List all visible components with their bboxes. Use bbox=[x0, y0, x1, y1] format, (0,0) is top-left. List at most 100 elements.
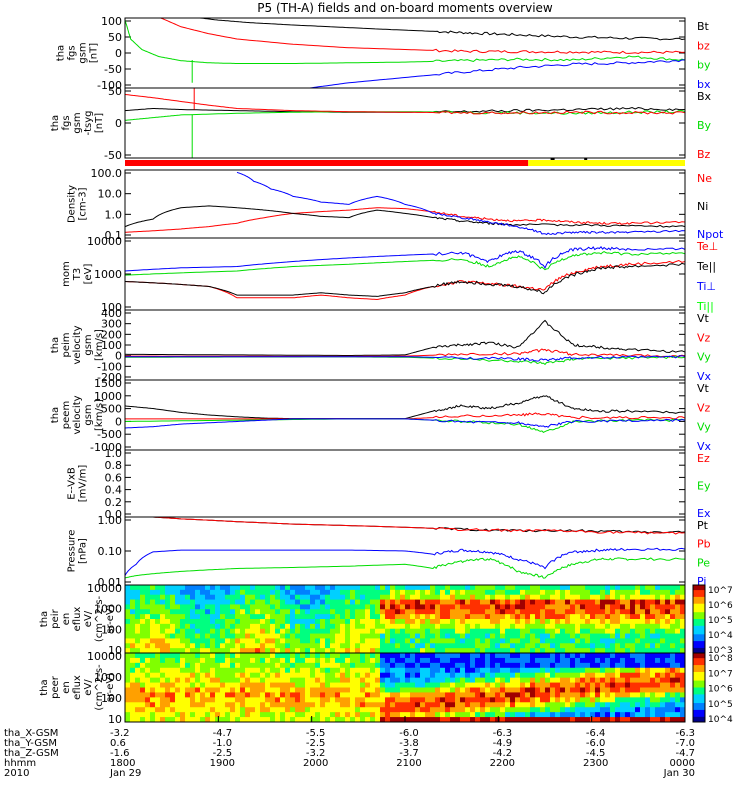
spectrogram-cell bbox=[290, 653, 296, 659]
spectrogram-cell bbox=[505, 692, 511, 698]
spectrogram-cell bbox=[410, 717, 416, 723]
spectrogram-cell bbox=[625, 604, 631, 610]
spectrogram-cell bbox=[560, 585, 566, 591]
spectrogram-cell bbox=[585, 707, 591, 713]
spectrogram-cell bbox=[420, 585, 426, 591]
spectrogram-cell bbox=[310, 697, 316, 703]
spectrogram-cell bbox=[285, 623, 291, 630]
spectrogram-cell bbox=[570, 667, 576, 674]
spectrogram-cell bbox=[535, 589, 541, 596]
spectrogram-cell bbox=[510, 609, 516, 615]
spectrogram-cell bbox=[565, 677, 571, 684]
spectrogram-cell bbox=[460, 692, 466, 698]
spectrogram-cell bbox=[340, 643, 346, 649]
spectrogram-cell bbox=[645, 589, 651, 596]
spectrogram-cell bbox=[635, 717, 641, 723]
spectrogram-cell bbox=[135, 682, 141, 688]
spectrogram-cell bbox=[265, 692, 271, 698]
spectrogram-cell bbox=[130, 585, 136, 591]
spectrogram-cell bbox=[420, 717, 426, 723]
spectrogram-cell bbox=[235, 667, 241, 674]
spectrogram-cell bbox=[280, 633, 286, 639]
spectrogram-cell bbox=[655, 697, 661, 703]
spectrogram-cell bbox=[125, 643, 131, 649]
spectrogram-cell bbox=[410, 692, 416, 698]
spectrogram-cell bbox=[190, 609, 196, 615]
spectrogram-cell bbox=[660, 604, 666, 610]
spectrogram-cell bbox=[275, 687, 281, 693]
spectrogram-cell bbox=[580, 594, 586, 601]
spectrogram-cell bbox=[570, 648, 576, 654]
spectrogram-cell bbox=[360, 657, 366, 664]
spectrogram-cell bbox=[550, 599, 556, 605]
spectrogram-cell bbox=[160, 648, 166, 654]
colorbar-cell bbox=[693, 590, 705, 593]
spectrogram-cell bbox=[315, 623, 321, 630]
spectrogram-cell bbox=[360, 599, 366, 605]
spectrogram-cell bbox=[525, 614, 531, 620]
spectrogram-cell bbox=[455, 717, 461, 723]
series-line-bz bbox=[125, 18, 685, 55]
spectrogram-cell bbox=[145, 594, 151, 601]
spectrogram-cell bbox=[205, 667, 211, 674]
spectrogram-cell bbox=[460, 614, 466, 620]
spectrogram-cell bbox=[435, 619, 441, 625]
spectrogram-cell bbox=[635, 638, 641, 644]
spectrogram-cell bbox=[540, 638, 546, 644]
spectrogram-cell bbox=[505, 677, 511, 684]
spectrogram-cell bbox=[130, 638, 136, 644]
xaxis-row-label: tha_Z-GSM bbox=[4, 748, 59, 759]
spectrogram-cell bbox=[570, 687, 576, 693]
spectrogram-cell bbox=[395, 657, 401, 664]
spectrogram-cell bbox=[315, 702, 321, 708]
spectrogram-cell bbox=[180, 672, 186, 679]
ytick-label: 100 bbox=[101, 623, 122, 636]
spectrogram-cell bbox=[670, 687, 676, 693]
spectrogram-cell bbox=[640, 667, 646, 674]
spectrogram-cell bbox=[245, 702, 251, 708]
spectrogram-cell bbox=[665, 682, 671, 688]
spectrogram-cell bbox=[190, 707, 196, 713]
legend-entry: Pb bbox=[697, 538, 711, 551]
spectrogram-cell bbox=[320, 604, 326, 610]
spectrogram-cell bbox=[455, 638, 461, 644]
spectrogram-cell bbox=[625, 692, 631, 698]
spectrogram-cell bbox=[140, 648, 146, 654]
spectrogram-cell bbox=[585, 667, 591, 674]
spectrogram-cell bbox=[345, 707, 351, 713]
spectrogram-cell bbox=[475, 623, 481, 630]
spectrogram-cell bbox=[335, 614, 341, 620]
spectrogram-cell bbox=[600, 648, 606, 654]
spectrogram-cell bbox=[450, 638, 456, 644]
spectrogram-cell bbox=[450, 619, 456, 625]
spectrogram-cell bbox=[140, 643, 146, 649]
spectrogram-cell bbox=[280, 594, 286, 601]
spectrogram-cell bbox=[315, 687, 321, 693]
spectrogram-cell bbox=[515, 643, 521, 649]
spectrogram-cell bbox=[215, 707, 221, 713]
spectrogram-cell bbox=[490, 648, 496, 654]
spectrogram-cell bbox=[390, 662, 396, 669]
spectrogram-cell bbox=[650, 667, 656, 674]
spectrogram-cell bbox=[285, 712, 291, 718]
spectrogram-cell bbox=[495, 609, 501, 615]
ylabel-line: eV/ bbox=[83, 610, 94, 627]
spectrogram-cell bbox=[340, 672, 346, 679]
spectrogram-cell bbox=[225, 648, 231, 654]
spectrogram-cell bbox=[225, 633, 231, 639]
spectrogram-cell bbox=[170, 594, 176, 601]
spectrogram-cell bbox=[485, 594, 491, 601]
spectrogram-cell bbox=[445, 614, 451, 620]
spectrogram-cell bbox=[235, 717, 241, 723]
ytick-label: -500 bbox=[97, 428, 122, 441]
spectrogram-cell bbox=[140, 609, 146, 615]
spectrogram-cell bbox=[640, 589, 646, 596]
spectrogram-cell bbox=[535, 672, 541, 679]
spectrogram-cell bbox=[145, 614, 151, 620]
spectrogram-cell bbox=[315, 677, 321, 684]
colorbar-cell bbox=[693, 694, 705, 697]
spectrogram-cell bbox=[515, 707, 521, 713]
spectrogram-cell bbox=[655, 614, 661, 620]
spectrogram-cell bbox=[155, 619, 161, 625]
spectrogram-cell bbox=[230, 594, 236, 601]
